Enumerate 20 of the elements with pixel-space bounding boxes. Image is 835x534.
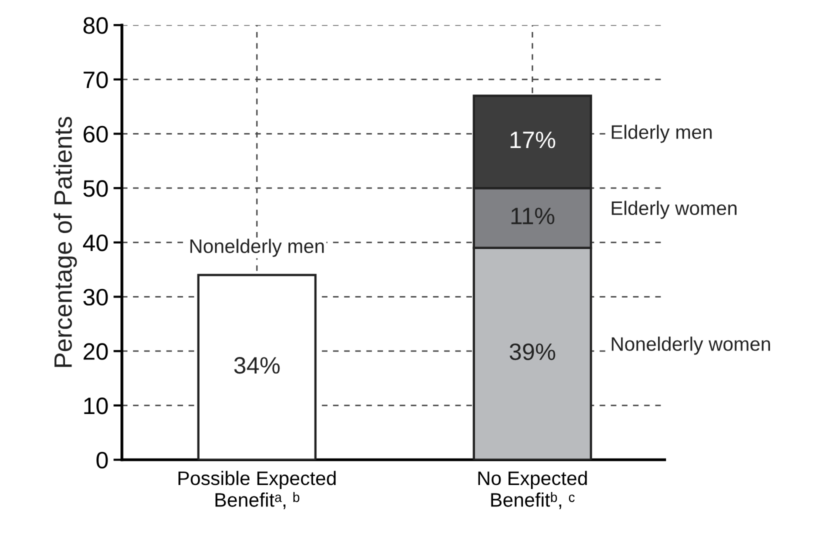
y-tick-label: 0 <box>96 452 108 469</box>
x-tick-label: No Expected Benefitᵇ, ᶜ <box>478 470 587 510</box>
y-axis-title: Percentage of Patients <box>54 116 77 367</box>
y-tick-label: 30 <box>83 288 108 306</box>
y-tick-label: 20 <box>84 343 108 360</box>
series-label: Elderly men <box>612 124 712 143</box>
y-tick-label: 70 <box>84 72 108 88</box>
series-label: Elderly women <box>612 200 737 219</box>
data-label: 39% <box>510 343 556 360</box>
y-tick-label: 60 <box>84 126 108 143</box>
y-tick-label: 40 <box>83 234 108 252</box>
y-tick-label: 50 <box>83 180 108 197</box>
y-tick-label: 10 <box>84 398 108 414</box>
data-label: 17% <box>510 132 556 148</box>
series-label: Nonelderly women <box>612 336 770 355</box>
data-label: 34% <box>234 357 280 374</box>
y-tick-label: 80 <box>83 17 108 34</box>
data-label: 11% <box>511 208 554 224</box>
x-tick-label: Possible Expected Benefitᵃ, ᵇ <box>178 470 336 510</box>
series-label: Nonelderly men <box>190 238 324 257</box>
